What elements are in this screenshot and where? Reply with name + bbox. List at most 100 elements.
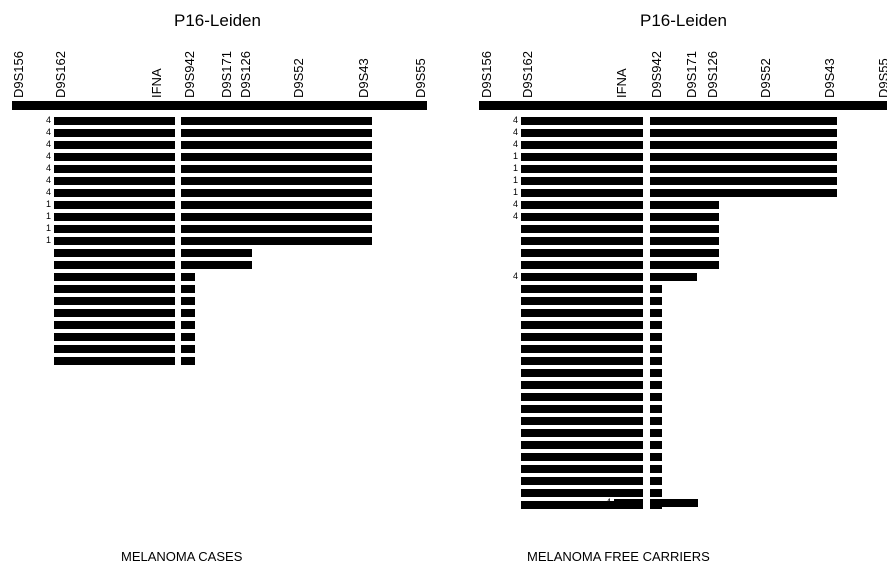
haplotype-bar bbox=[650, 309, 662, 317]
haplotype-bar bbox=[650, 429, 662, 437]
row-label: 4 bbox=[45, 151, 51, 161]
marker-label: D9S942 bbox=[649, 51, 664, 98]
haplotype-bar bbox=[54, 297, 175, 305]
haplotype-bar bbox=[181, 177, 372, 185]
haplotype-bar bbox=[521, 501, 643, 509]
haplotype-bar bbox=[521, 249, 643, 257]
haplotype-bar bbox=[521, 333, 643, 341]
haplotype-bar bbox=[521, 153, 643, 161]
row-label: 4 bbox=[45, 127, 51, 137]
haplotype-bar bbox=[521, 165, 643, 173]
haplotype-bar bbox=[650, 165, 837, 173]
haplotype-bar bbox=[181, 333, 195, 341]
haplotype-bar bbox=[181, 141, 372, 149]
panel-title: P16-Leiden bbox=[640, 11, 727, 30]
haplotype-bar bbox=[54, 249, 175, 257]
haplotype-bar bbox=[181, 189, 372, 197]
haplotype-bar bbox=[650, 489, 662, 497]
haplotype-bar bbox=[521, 453, 643, 461]
row-label: 4 bbox=[605, 497, 611, 507]
haplotype-reference-bar bbox=[479, 101, 887, 110]
haplotype-bar bbox=[54, 129, 175, 137]
haplotype-bar bbox=[650, 213, 719, 221]
haplotype-bar bbox=[181, 261, 252, 269]
haplotype-bar bbox=[650, 297, 662, 305]
haplotype-bar bbox=[54, 153, 175, 161]
haplotype-bar bbox=[54, 273, 175, 281]
row-label: 1 bbox=[512, 187, 518, 197]
row-label: 4 bbox=[45, 139, 51, 149]
haplotype-bar bbox=[181, 321, 195, 329]
haplotype-bar bbox=[650, 285, 662, 293]
haplotype-bar bbox=[650, 477, 662, 485]
haplotype-bar bbox=[181, 273, 195, 281]
haplotype-bar bbox=[54, 213, 175, 221]
row-label: 1 bbox=[45, 235, 51, 245]
haplotype-bar bbox=[650, 499, 698, 507]
haplotype-bar bbox=[521, 465, 643, 473]
row-label: 1 bbox=[45, 223, 51, 233]
haplotype-bar bbox=[650, 345, 662, 353]
haplotype-bar bbox=[54, 189, 175, 197]
haplotype-bar bbox=[650, 357, 662, 365]
haplotype-bar bbox=[181, 129, 372, 137]
haplotype-bar bbox=[650, 393, 662, 401]
row-label: 4 bbox=[512, 127, 518, 137]
marker-label: D9S55 bbox=[876, 58, 887, 98]
haplotype-bar bbox=[614, 499, 643, 507]
haplotype-bar bbox=[521, 417, 643, 425]
haplotype-bar bbox=[650, 117, 837, 125]
row-label: 4 bbox=[512, 139, 518, 149]
marker-label: D9S126 bbox=[705, 51, 720, 98]
haplotype-bar bbox=[650, 261, 719, 269]
row-label: 1 bbox=[512, 151, 518, 161]
row-label: 4 bbox=[45, 163, 51, 173]
haplotype-bar bbox=[650, 453, 662, 461]
haplotype-bar bbox=[54, 141, 175, 149]
marker-label: IFNA bbox=[614, 68, 629, 98]
haplotype-bar bbox=[54, 237, 175, 245]
haplotype-bar bbox=[521, 477, 643, 485]
haplotype-bar bbox=[521, 213, 643, 221]
haplotype-bar bbox=[181, 201, 372, 209]
haplotype-bar bbox=[181, 357, 195, 365]
haplotype-bar bbox=[521, 117, 643, 125]
haplotype-bar bbox=[521, 297, 643, 305]
haplotype-reference-bar bbox=[12, 101, 427, 110]
haplotype-bar bbox=[54, 309, 175, 317]
panel-melanoma-cases: P16-Leiden D9S156 D9S162 IFNA D9S942 D9S… bbox=[0, 0, 440, 565]
haplotype-bar bbox=[650, 273, 697, 281]
haplotype-bar bbox=[54, 117, 175, 125]
haplotype-bar bbox=[650, 441, 662, 449]
haplotype-bar bbox=[181, 285, 195, 293]
haplotype-bar bbox=[650, 321, 662, 329]
haplotype-bar bbox=[181, 213, 372, 221]
haplotype-bar bbox=[650, 141, 837, 149]
haplotype-bar bbox=[521, 489, 643, 497]
haplotype-bar bbox=[650, 405, 662, 413]
haplotype-bar bbox=[650, 417, 662, 425]
haplotype-bar bbox=[181, 345, 195, 353]
haplotype-bar bbox=[521, 429, 643, 437]
haplotype-bar bbox=[650, 201, 719, 209]
panel-caption: MELANOMA FREE CARRIERS bbox=[527, 549, 710, 564]
haplotype-bar bbox=[650, 225, 719, 233]
panel-caption: MELANOMA CASES bbox=[121, 549, 243, 564]
haplotype-bar bbox=[521, 441, 643, 449]
haplotype-bar bbox=[521, 201, 643, 209]
row-label: 1 bbox=[45, 211, 51, 221]
haplotype-bar bbox=[54, 165, 175, 173]
row-label: 1 bbox=[512, 175, 518, 185]
haplotype-bar bbox=[181, 153, 372, 161]
haplotype-bar bbox=[650, 381, 662, 389]
haplotype-bar bbox=[54, 357, 175, 365]
haplotype-bar bbox=[650, 177, 837, 185]
haplotype-bar bbox=[521, 285, 643, 293]
panel-title: P16-Leiden bbox=[174, 11, 261, 30]
haplotype-bar bbox=[521, 321, 643, 329]
marker-label: D9S43 bbox=[822, 58, 837, 98]
haplotype-bar bbox=[521, 177, 643, 185]
haplotype-bar bbox=[181, 225, 372, 233]
haplotype-bar bbox=[181, 117, 372, 125]
